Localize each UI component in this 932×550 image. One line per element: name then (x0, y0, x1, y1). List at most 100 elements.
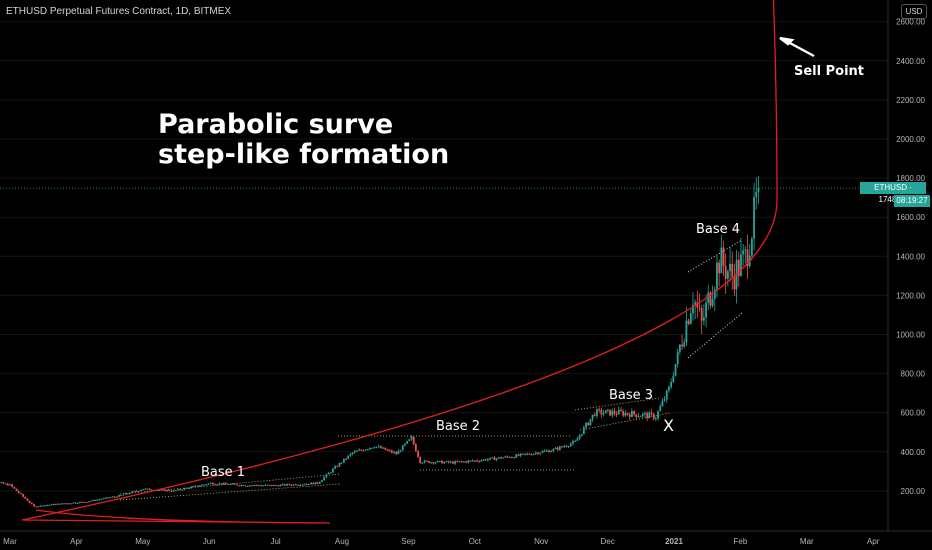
candle-body (524, 453, 526, 455)
candle-body (94, 499, 96, 501)
candle-body (290, 484, 293, 486)
candle-body (724, 266, 727, 279)
candle-body (733, 276, 736, 290)
candle-body (578, 435, 581, 439)
base-guideline (687, 312, 743, 359)
candle-body (576, 438, 579, 441)
base4-label: Base 4 (696, 222, 741, 237)
candle-body (159, 489, 162, 491)
candle-body (183, 488, 186, 490)
candle-body (327, 472, 330, 475)
candle-body (438, 460, 441, 462)
candle-body (465, 461, 467, 463)
candle-body (430, 462, 433, 464)
candle-body (308, 483, 310, 485)
candle-body (678, 344, 681, 352)
candle-body (705, 302, 707, 318)
candle-body (316, 482, 319, 484)
candle-body (65, 503, 68, 505)
candle-body (399, 450, 402, 452)
candle-body (15, 488, 18, 491)
sell-point-label: Sell Point (794, 64, 865, 79)
candle-body (135, 490, 138, 492)
candle-body (624, 412, 627, 416)
candle-body (755, 191, 758, 198)
candle-body (521, 453, 524, 455)
candle-body (246, 485, 249, 487)
candle-body (506, 456, 509, 458)
candle-body (102, 498, 105, 500)
candle-body (390, 450, 393, 453)
candle-body (753, 197, 755, 239)
candle-body (569, 443, 572, 447)
candle-body (604, 410, 607, 414)
y-tick-label: 800.00 (901, 370, 926, 379)
currency-button[interactable]: USD (901, 4, 927, 19)
candle-body (13, 486, 16, 489)
candle-body (445, 461, 448, 463)
candle-body (334, 466, 337, 469)
candle-body (397, 450, 400, 455)
candle-body (205, 484, 208, 486)
candle-body (33, 504, 35, 507)
x-mark: X (663, 416, 674, 435)
candle-body (122, 494, 125, 496)
candle-body (502, 457, 505, 459)
candle-body (373, 447, 376, 449)
candle-body (665, 390, 668, 400)
candle-body (683, 342, 686, 347)
candle-body (722, 247, 725, 267)
candle-body (626, 412, 629, 415)
candle-body (87, 501, 90, 503)
y-tick-label: 2000.00 (896, 135, 925, 144)
candle-body (685, 320, 688, 343)
candle-body (20, 492, 22, 495)
candle-body (257, 485, 260, 487)
candle-body (198, 485, 201, 487)
candle-body (641, 413, 644, 417)
candle-body (270, 484, 273, 486)
candle-body (585, 422, 587, 428)
candle-body (513, 457, 515, 459)
y-tick-label: 400.00 (901, 448, 926, 457)
candle-body (231, 483, 234, 485)
candle-body (185, 487, 188, 489)
base-guideline (119, 483, 341, 501)
candle-body (716, 262, 718, 290)
candle-body (76, 502, 79, 504)
candle-body (96, 499, 99, 501)
candle-body (476, 460, 478, 462)
candle-body (157, 489, 160, 491)
candle-body (46, 505, 48, 507)
x-tick-label: Apr (867, 537, 880, 546)
last-price-tag: ETHUSD · 1748.75 (860, 182, 926, 204)
candle-body (412, 436, 415, 445)
candle-body (353, 451, 356, 453)
candle-body (74, 502, 77, 504)
candle-body (314, 482, 317, 485)
candle-body (726, 271, 729, 279)
candle-body (105, 497, 107, 499)
candle-body (713, 289, 716, 299)
candle-body (52, 504, 55, 506)
candle-body (294, 484, 297, 486)
candle-body (268, 484, 271, 486)
candle-body (264, 484, 267, 486)
candle-body (255, 484, 258, 486)
candle-body (249, 485, 251, 487)
candle-body (347, 455, 350, 459)
candle-body (369, 447, 371, 450)
candle-body (281, 484, 284, 486)
candle-body (100, 499, 103, 501)
candle-body (615, 413, 618, 415)
candle-body (279, 484, 282, 487)
candle-body (718, 262, 721, 274)
x-tick-label: Mar (3, 537, 17, 546)
candle-body (447, 461, 450, 463)
candle-body (672, 375, 675, 382)
candle-body (275, 484, 278, 486)
candle-body (554, 447, 557, 450)
candle-body (572, 441, 574, 444)
